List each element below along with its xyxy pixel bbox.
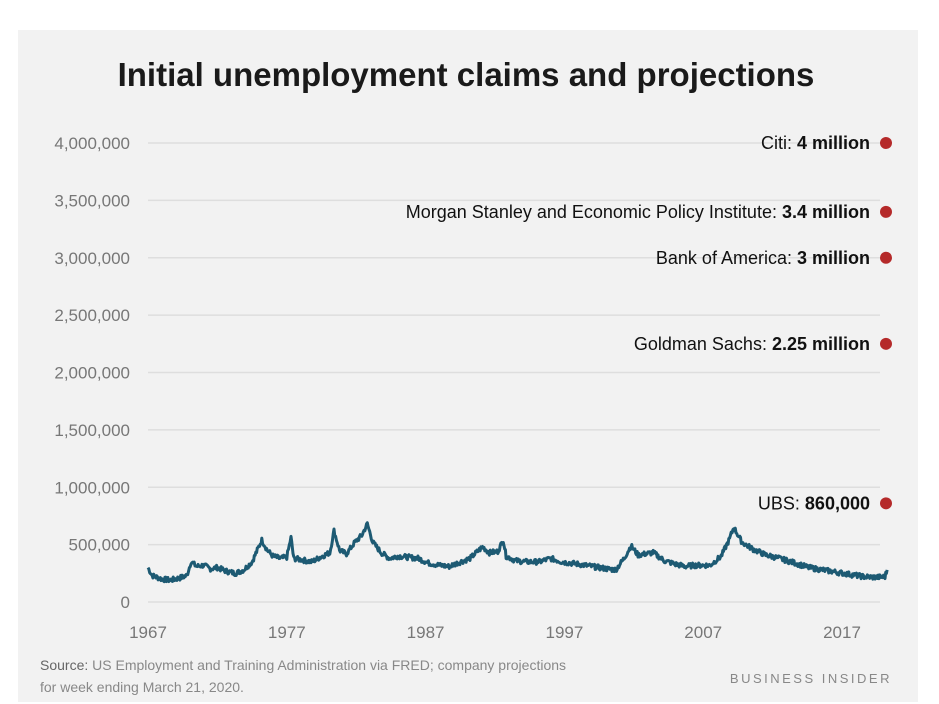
- projection-marker: [880, 205, 892, 218]
- x-tick-label: 1967: [129, 623, 167, 642]
- y-tick-label: 2,000,000: [54, 364, 130, 383]
- x-tick-label: 1987: [407, 623, 445, 642]
- projection-label: Morgan Stanley and Economic Policy Insti…: [406, 202, 870, 222]
- y-tick-label: 0: [121, 593, 130, 612]
- projection-value: 4 million: [797, 133, 870, 153]
- projection-marker: [880, 497, 892, 510]
- projection-label: Goldman Sachs: 2.25 million: [634, 334, 870, 354]
- x-tick-label: 2007: [684, 623, 722, 642]
- projection-value: 2.25 million: [772, 334, 870, 354]
- y-tick-label: 3,500,000: [54, 191, 130, 210]
- projection-marker: [880, 337, 892, 350]
- projection-label: Citi: 4 million: [761, 133, 870, 153]
- brand-logo: BUSINESS INSIDER: [730, 671, 892, 686]
- projection-marker: [880, 137, 892, 149]
- projection-label: Bank of America: 3 million: [656, 248, 870, 268]
- projection-source: Citi:: [761, 133, 797, 153]
- y-tick-label: 1,500,000: [54, 421, 130, 440]
- projection-source: Morgan Stanley and Economic Policy Insti…: [406, 202, 782, 222]
- projection-marker: [880, 251, 892, 264]
- projection-source: Bank of America:: [656, 248, 797, 268]
- chart-title: Initial unemployment claims and projecti…: [118, 56, 815, 93]
- chart-panel: [18, 30, 918, 702]
- projection-label: UBS: 860,000: [758, 493, 870, 513]
- projection-value: 3 million: [797, 248, 870, 268]
- projection-value: 3.4 million: [782, 202, 870, 222]
- source-line-2: for week ending March 21, 2020.: [40, 679, 244, 695]
- projection-source: UBS:: [758, 493, 805, 513]
- source-text: US Employment and Training Administratio…: [88, 657, 566, 673]
- source-line-1: Source: US Employment and Training Admin…: [40, 657, 566, 673]
- claims-line: [146, 521, 889, 584]
- y-tick-label: 1,000,000: [54, 478, 130, 497]
- x-tick-label: 2017: [823, 623, 861, 642]
- y-tick-label: 3,000,000: [54, 249, 130, 268]
- y-tick-label: 500,000: [69, 536, 130, 555]
- source-prefix: Source:: [40, 657, 88, 673]
- x-tick-label: 1977: [268, 623, 306, 642]
- y-tick-label: 2,500,000: [54, 306, 130, 325]
- x-tick-label: 1997: [545, 623, 583, 642]
- projection-value: 860,000: [805, 493, 870, 513]
- projection-source: Goldman Sachs:: [634, 334, 772, 354]
- y-tick-label: 4,000,000: [54, 134, 130, 153]
